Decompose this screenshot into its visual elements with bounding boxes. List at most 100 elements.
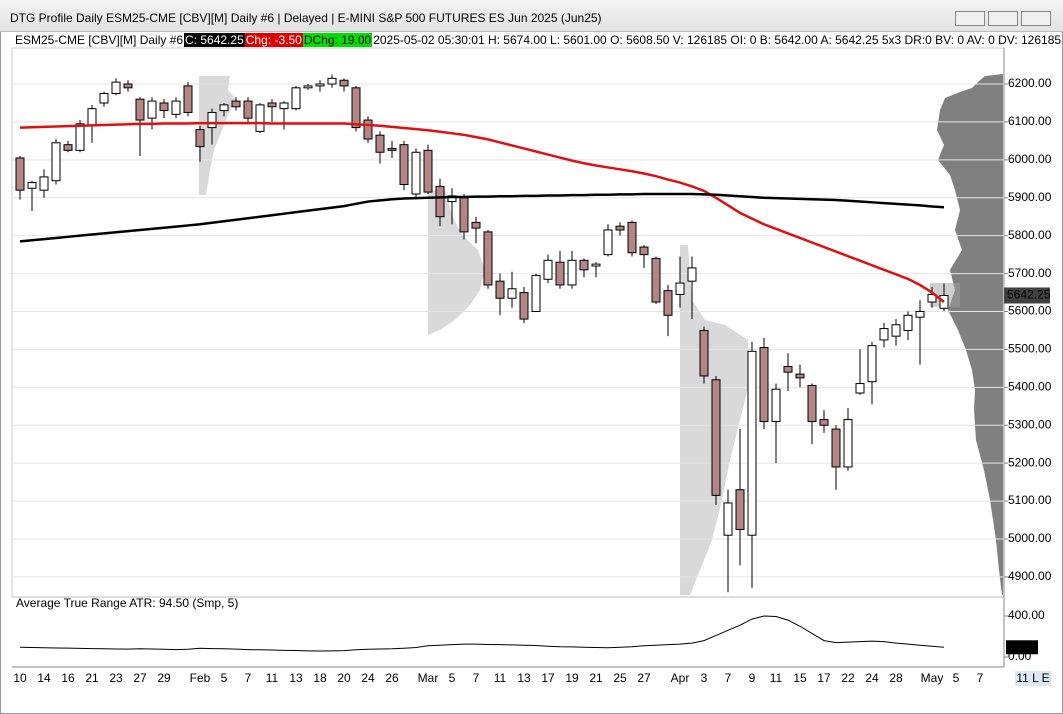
candle-body <box>603 229 613 256</box>
candle-body <box>27 182 37 189</box>
candle-body <box>231 100 241 108</box>
candle-body <box>699 329 709 377</box>
candle-body <box>15 157 25 191</box>
candle-body <box>663 290 673 316</box>
candle-body <box>63 144 73 151</box>
x-tick-label: Mar <box>418 671 439 685</box>
price-tag-box <box>1004 287 1050 304</box>
x-tick-label: 26 <box>385 671 399 685</box>
x-tick-label: Apr <box>671 671 690 685</box>
candle-body <box>303 85 313 89</box>
indicator-title: Average True Range ATR: 94.50 (Smp, 5) <box>16 596 238 610</box>
candle-body <box>411 151 421 195</box>
candle-body <box>279 102 289 110</box>
x-tick-label: 14 <box>37 671 51 685</box>
candle-body <box>615 225 625 231</box>
candle-body <box>87 108 97 127</box>
candle-body <box>39 176 49 191</box>
candle-body <box>315 83 325 87</box>
candle-body <box>555 261 565 286</box>
y-tick-label: 5400.00 <box>1008 380 1052 394</box>
x-tick-label: 29 <box>157 671 171 685</box>
candle-body <box>363 119 373 140</box>
candle-body <box>747 350 757 536</box>
y-tick-label: 5300.00 <box>1008 417 1052 431</box>
candle-body <box>675 282 685 295</box>
x-tick-label: 27 <box>637 671 651 685</box>
x-tick-label: 5 <box>221 671 228 685</box>
candle-body <box>75 123 85 151</box>
status: 11 L E <box>1016 671 1049 685</box>
x-tick-label: 16 <box>61 671 75 685</box>
candle-body <box>351 87 361 129</box>
value-tag: 94.50 <box>1008 639 1038 653</box>
candle-body <box>159 102 169 112</box>
candle-body <box>471 221 481 229</box>
x-tick-label: 22 <box>841 671 855 685</box>
candle-body <box>387 147 397 151</box>
x-tick-label: 17 <box>817 671 831 685</box>
candle-body <box>627 221 637 254</box>
maximize-button[interactable] <box>988 11 1018 26</box>
candle-body <box>435 185 445 218</box>
symbol: ESM25-CME [CBV][M] Daily #6 <box>15 33 184 47</box>
candle-body <box>327 77 337 85</box>
candle-body <box>567 259 577 286</box>
candle-body <box>903 314 913 331</box>
candle-body <box>255 104 265 132</box>
x-tick-label: 17 <box>541 671 555 685</box>
x-tick-label: 24 <box>361 671 375 685</box>
candle-body <box>135 98 145 121</box>
candle-body <box>795 373 805 379</box>
x-tick-label: 7 <box>725 671 732 685</box>
candle-body <box>531 274 541 313</box>
x-tick-label: 28 <box>889 671 903 685</box>
minimize-button[interactable] <box>955 11 985 26</box>
candle-body <box>195 129 205 148</box>
y-tick-label: 4900.00 <box>1008 569 1052 583</box>
candle-body <box>651 257 661 303</box>
window-title: DTG Profile Daily ESM25-CME [CBV][M] Dai… <box>10 11 602 25</box>
y-tick-label: 6100.00 <box>1008 114 1052 128</box>
y-tick-label: 5800.00 <box>1008 228 1052 242</box>
session-profile <box>428 190 485 335</box>
day-change-info: DChg: 19.00 <box>302 33 373 47</box>
candle-body <box>855 383 865 394</box>
candle-body <box>723 502 733 536</box>
close-info: C: 5642.25 <box>184 33 245 47</box>
y-tick-label: 400.00 <box>1008 608 1045 622</box>
x-tick-label: 7 <box>977 671 984 685</box>
x-tick-label: 21 <box>85 671 99 685</box>
y-tick-label: 5500.00 <box>1008 342 1052 356</box>
candle-body <box>483 231 493 286</box>
x-tick-label: 25 <box>613 671 627 685</box>
y-tick-label: 5100.00 <box>1008 493 1052 507</box>
x-tick-label: 3 <box>701 671 708 685</box>
x-tick-label: 11 <box>266 671 279 685</box>
candle-body <box>219 104 229 112</box>
candle-body <box>807 384 817 422</box>
candle-body <box>399 144 409 185</box>
candle-body <box>339 79 349 87</box>
candle-body <box>771 388 781 422</box>
y-tick-label: 5700.00 <box>1008 266 1052 280</box>
x-tick-label: 5 <box>449 671 456 685</box>
y-tick-label: 5000.00 <box>1008 531 1052 545</box>
candle-body <box>819 419 829 426</box>
candle-body <box>759 347 769 422</box>
y-tick-label: 5600.00 <box>1008 304 1052 318</box>
close-button[interactable] <box>1021 11 1051 26</box>
candle-body <box>831 428 841 468</box>
candle-body <box>495 280 505 299</box>
candle-body <box>99 92 109 104</box>
candle-body <box>147 100 157 119</box>
candle-body <box>375 134 385 153</box>
y-tick-label: 6200.00 <box>1008 76 1052 90</box>
candle-body <box>711 379 721 496</box>
value-tag-box <box>1006 640 1038 655</box>
x-tick-label: 11 <box>770 671 783 685</box>
x-tick-label: 7 <box>245 671 252 685</box>
indicator-line <box>19 615 945 652</box>
x-tick-label: 13 <box>289 671 303 685</box>
